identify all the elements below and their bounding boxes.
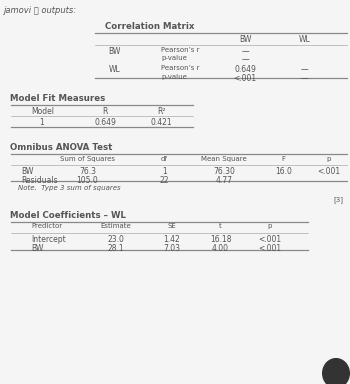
Text: Pearson’s r: Pearson’s r <box>161 65 199 71</box>
Text: t: t <box>219 223 222 230</box>
Text: 28.1: 28.1 <box>107 244 124 253</box>
Text: <.001: <.001 <box>233 74 257 83</box>
Text: jamovi ⒴ outputs:: jamovi ⒴ outputs: <box>4 6 77 15</box>
Text: Correlation Matrix: Correlation Matrix <box>105 22 195 31</box>
Text: R²: R² <box>157 107 165 116</box>
Text: —: — <box>301 74 308 83</box>
Text: Model Coefficients – WL: Model Coefficients – WL <box>10 211 126 220</box>
Text: —: — <box>241 55 249 64</box>
Text: 76.3: 76.3 <box>79 167 96 175</box>
Text: Mean Square: Mean Square <box>201 156 247 162</box>
Text: BW: BW <box>108 47 121 56</box>
Text: 1: 1 <box>162 167 167 175</box>
Text: <.001: <.001 <box>258 235 281 243</box>
Text: 7.03: 7.03 <box>163 244 180 253</box>
Text: Model Fit Measures: Model Fit Measures <box>10 94 106 103</box>
Text: p: p <box>327 156 331 162</box>
Text: —: — <box>241 47 249 56</box>
Text: BW: BW <box>239 35 251 44</box>
Text: <.001: <.001 <box>317 167 341 175</box>
Text: 105.0: 105.0 <box>77 176 98 185</box>
Text: 23.0: 23.0 <box>107 235 124 243</box>
Text: 16.18: 16.18 <box>210 235 231 243</box>
Text: p-value: p-value <box>161 55 187 61</box>
Text: WL: WL <box>299 35 310 44</box>
Text: BW: BW <box>32 244 44 253</box>
Text: 1: 1 <box>40 118 44 127</box>
Text: 76.30: 76.30 <box>213 167 235 175</box>
Text: 0.649: 0.649 <box>234 65 256 74</box>
Text: p-value: p-value <box>161 74 187 80</box>
Text: Intercept: Intercept <box>32 235 66 243</box>
Text: Residuals: Residuals <box>21 176 58 185</box>
Text: 22: 22 <box>160 176 169 185</box>
Text: 1.42: 1.42 <box>163 235 180 243</box>
Text: 0.421: 0.421 <box>150 118 172 127</box>
Text: WL: WL <box>108 65 120 74</box>
Text: <.001: <.001 <box>258 244 281 253</box>
Text: BW: BW <box>21 167 33 175</box>
Text: Note.  Type 3 sum of squares: Note. Type 3 sum of squares <box>18 185 120 191</box>
Circle shape <box>323 359 349 384</box>
Text: Predictor: Predictor <box>32 223 63 230</box>
Text: Model: Model <box>32 107 55 116</box>
Text: —: — <box>301 65 308 74</box>
Text: R: R <box>102 107 108 116</box>
Text: Sum of Squares: Sum of Squares <box>60 156 115 162</box>
Text: 16.0: 16.0 <box>275 167 292 175</box>
Text: Estimate: Estimate <box>100 223 131 230</box>
Text: SE: SE <box>167 223 176 230</box>
Text: 0.649: 0.649 <box>94 118 116 127</box>
Text: Pearson’s r: Pearson’s r <box>161 47 199 53</box>
Text: [3]: [3] <box>333 196 343 203</box>
Text: 4.77: 4.77 <box>216 176 232 185</box>
Text: df: df <box>161 156 168 162</box>
Text: 4.00: 4.00 <box>212 244 229 253</box>
Text: F: F <box>281 156 286 162</box>
Text: Omnibus ANOVA Test: Omnibus ANOVA Test <box>10 143 113 152</box>
Text: p: p <box>267 223 272 230</box>
